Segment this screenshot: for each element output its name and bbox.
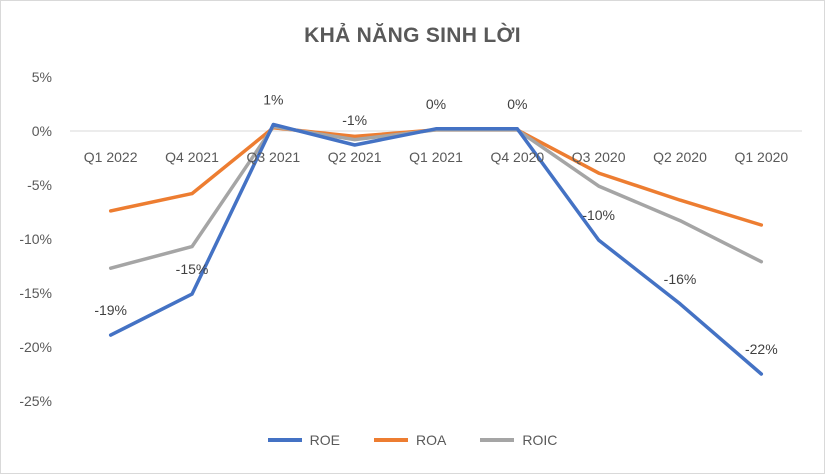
data-point-roe [190, 292, 194, 296]
roe-data-label: -15% [176, 261, 209, 277]
x-tick-label: Q2 2021 [328, 149, 382, 165]
y-tick-label: 0% [32, 123, 52, 139]
data-point-roic [353, 138, 357, 142]
legend-item-roa: ROA [374, 432, 446, 448]
legend-label-roe: ROE [309, 432, 340, 448]
legend-label-roa: ROA [416, 432, 447, 448]
data-point-roic [109, 266, 113, 270]
data-point-roa [109, 209, 113, 213]
legend-item-roic: ROIC [480, 432, 557, 448]
data-point-roa [353, 134, 357, 138]
roe-data-label: 0% [507, 96, 527, 112]
roe-data-label: -22% [745, 341, 778, 357]
y-tick-label: 5% [32, 69, 52, 85]
data-point-roa [190, 192, 194, 196]
data-point-roa [759, 223, 763, 227]
x-tick-label: Q2 2020 [653, 149, 707, 165]
roe-data-label: 1% [263, 92, 283, 108]
legend-item-roe: ROE [267, 432, 340, 448]
legend-swatch-roa [374, 438, 408, 442]
data-point-roa [678, 198, 682, 202]
y-tick-label: -15% [19, 285, 52, 301]
data-point-roe [271, 123, 275, 127]
data-point-roe [759, 372, 763, 376]
x-tick-label: Q3 2021 [246, 149, 300, 165]
roe-data-label: -10% [582, 207, 615, 223]
roe-data-label: -16% [664, 271, 697, 287]
series-line-roic [108, 124, 764, 270]
legend-label-roic: ROIC [522, 432, 558, 448]
y-tick-label: -20% [19, 339, 52, 355]
y-tick-label: -25% [19, 393, 52, 409]
data-point-roic [678, 219, 682, 223]
y-tick-label: -10% [19, 231, 52, 247]
data-point-roic [759, 260, 763, 264]
x-tick-label: Q4 2020 [490, 149, 544, 165]
x-tick-label: Q3 2020 [572, 149, 626, 165]
data-point-roe [434, 127, 438, 131]
chart-title: KHẢ NĂNG SINH LỜI [304, 24, 521, 47]
y-tick-label: -5% [27, 177, 52, 193]
x-tick-label: Q1 2021 [409, 149, 463, 165]
data-point-roe [515, 127, 519, 131]
data-point-roic [190, 245, 194, 249]
legend-swatch-roe [267, 438, 302, 442]
roe-data-label: 0% [426, 96, 446, 112]
x-tick-label: Q1 2020 [734, 149, 788, 165]
data-point-roe [678, 302, 682, 306]
series-line-roa [108, 126, 764, 227]
roe-data-label: -1% [342, 112, 367, 128]
roe-data-label: -19% [94, 302, 127, 318]
chart-legend: ROE ROA ROIC [0, 432, 825, 448]
data-point-roe [597, 238, 601, 242]
data-point-roe [353, 143, 357, 147]
data-point-roa [597, 171, 601, 175]
data-point-roe [109, 333, 113, 337]
x-tick-label: Q4 2021 [165, 149, 219, 165]
x-tick-label: Q1 2022 [84, 149, 138, 165]
legend-swatch-roic [480, 438, 515, 442]
data-point-roic [597, 184, 601, 188]
